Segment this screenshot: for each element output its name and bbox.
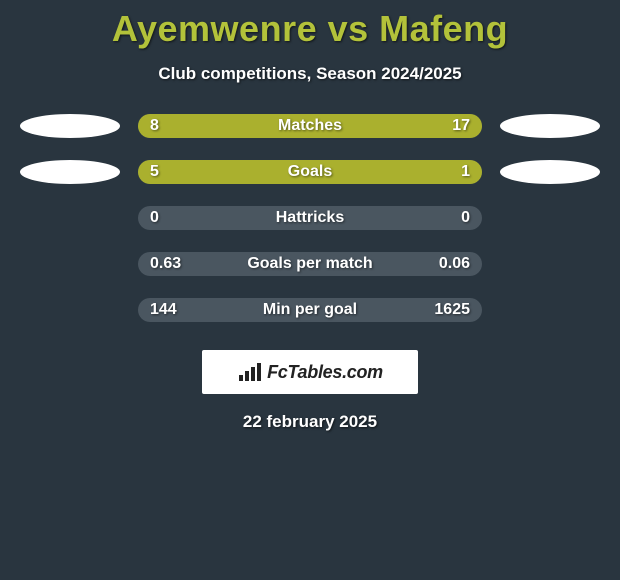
player-right-marker — [500, 252, 600, 276]
bar-label: Hattricks — [138, 206, 482, 230]
stat-row: 51Goals — [0, 160, 620, 184]
brand-badge: FcTables.com — [202, 350, 418, 394]
player-left-marker — [20, 160, 120, 184]
stat-row: 817Matches — [0, 114, 620, 138]
stats-rows: 817Matches 51Goals 00Hattricks 0.630.06Goal… — [0, 114, 620, 322]
bar-label: Goals — [138, 160, 482, 184]
player-left-marker — [20, 252, 120, 276]
player-right-marker — [500, 114, 600, 138]
stat-bar: 0.630.06Goals per match — [138, 252, 482, 276]
date-text: 22 february 2025 — [0, 412, 620, 432]
stat-bar: 1441625Min per goal — [138, 298, 482, 322]
stat-row: 1441625Min per goal — [0, 298, 620, 322]
stat-bar: 51Goals — [138, 160, 482, 184]
subtitle: Club competitions, Season 2024/2025 — [0, 64, 620, 84]
bar-label: Min per goal — [138, 298, 482, 322]
infographic-container: Ayemwenre vs Mafeng Club competitions, S… — [0, 0, 620, 432]
player-left-marker — [20, 114, 120, 138]
stat-bar: 00Hattricks — [138, 206, 482, 230]
player-left-marker — [20, 206, 120, 230]
brand-text: FcTables.com — [267, 362, 383, 383]
player-right-marker — [500, 160, 600, 184]
bars-icon — [237, 361, 263, 383]
player-right-marker — [500, 298, 600, 322]
stat-bar: 817Matches — [138, 114, 482, 138]
bar-label: Matches — [138, 114, 482, 138]
page-title: Ayemwenre vs Mafeng — [0, 8, 620, 50]
stat-row: 00Hattricks — [0, 206, 620, 230]
bar-label: Goals per match — [138, 252, 482, 276]
stat-row: 0.630.06Goals per match — [0, 252, 620, 276]
player-right-marker — [500, 206, 600, 230]
player-left-marker — [20, 298, 120, 322]
